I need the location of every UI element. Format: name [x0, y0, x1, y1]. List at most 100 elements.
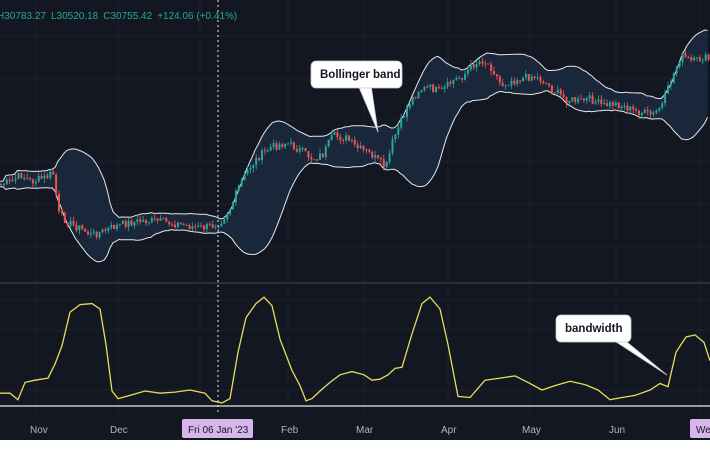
candle-body [150, 217, 153, 223]
candle-body [275, 143, 278, 150]
candle-body [446, 81, 449, 87]
candle-body [553, 91, 556, 93]
candle-body [661, 103, 664, 108]
candle-body [26, 177, 29, 179]
candle-body [475, 64, 478, 68]
candle-body [452, 79, 455, 84]
candle-body [603, 103, 606, 105]
candle-body [324, 146, 327, 157]
candle-body [379, 157, 382, 160]
candle-body [382, 159, 385, 167]
candle-body [437, 86, 440, 88]
candle-body [440, 87, 443, 89]
candle-body [559, 89, 562, 95]
candle-body [249, 167, 252, 170]
candle-body [321, 153, 324, 157]
candle-body [507, 85, 510, 87]
candle-body [408, 104, 411, 108]
candle-body [435, 86, 437, 93]
candle-body [20, 173, 23, 179]
candle-body [295, 149, 298, 152]
candle-body [49, 171, 52, 178]
grid-lines [0, 0, 710, 414]
price-panel[interactable] [0, 29, 710, 263]
candle-body [414, 97, 417, 99]
candle-body [600, 99, 603, 105]
candle-body [484, 63, 487, 65]
candle-body [200, 225, 203, 227]
candle-body [237, 185, 240, 191]
bandwidth-panel[interactable] [0, 296, 710, 407]
candle-body [243, 173, 246, 181]
candle-body [658, 107, 661, 111]
candle-body [171, 224, 174, 226]
candle-body [614, 102, 617, 106]
legend-close-value: 30755.42 [110, 11, 152, 22]
candle-body [359, 145, 362, 148]
candle-body [11, 180, 14, 182]
candle-body [194, 226, 197, 228]
candle-body [240, 180, 243, 186]
legend-close-label: C [103, 11, 110, 22]
candle-body [672, 73, 675, 83]
candle-body [174, 224, 176, 228]
candle-body [5, 179, 8, 184]
crosshair-date-text: Fri 06 Jan '23 [188, 425, 249, 436]
candle-body [417, 92, 420, 98]
candle-body [472, 63, 475, 68]
candlestick-series [0, 49, 710, 240]
candle-body [426, 86, 429, 88]
candle-body [582, 98, 585, 101]
candle-body [23, 177, 26, 179]
candle-body [316, 159, 319, 161]
candle-body [46, 175, 49, 178]
time-axis[interactable]: Nov Dec Fri 06 Jan '23 Feb Mar Apr May J… [30, 419, 710, 438]
candle-body [406, 107, 408, 117]
candle-body [72, 220, 75, 225]
candle-body [121, 220, 124, 224]
candle-body [388, 153, 391, 162]
candle-body [478, 61, 481, 65]
candle-body [429, 84, 432, 87]
candle-body [17, 173, 20, 179]
candle-body [696, 57, 698, 59]
candle-body [78, 225, 81, 231]
candle-body [182, 224, 185, 226]
candle-body [281, 144, 284, 147]
candle-body [580, 98, 582, 100]
candle-body [524, 73, 527, 78]
time-axis-strip [0, 414, 710, 440]
candle-body [58, 193, 60, 212]
candle-body [205, 223, 208, 230]
candle-body [681, 52, 684, 63]
ohlc-legend: H30783.27 L30520.18 C30755.42 +124.06 (+0.4… [0, 11, 237, 22]
candle-body [368, 149, 371, 152]
candle-body [153, 217, 156, 219]
candle-body [556, 89, 559, 93]
candle-body [501, 82, 504, 87]
candle-body [66, 222, 69, 226]
candle-body [678, 62, 681, 67]
candle-body [142, 220, 145, 222]
bottom-white-strip [0, 440, 710, 458]
candle-body [168, 221, 171, 225]
candle-body [403, 116, 406, 118]
candle-body [617, 102, 620, 109]
candle-body [498, 76, 501, 83]
candle-body [348, 135, 350, 141]
candle-body [551, 85, 553, 92]
candle-body [339, 136, 342, 140]
candle-body [333, 132, 336, 136]
candle-body [461, 78, 464, 80]
candle-body [626, 105, 629, 111]
candle-body [350, 139, 353, 141]
candle-body [87, 231, 89, 235]
candle-body [124, 220, 127, 227]
candle-body [176, 222, 179, 228]
candle-body [458, 78, 461, 80]
candle-body [133, 221, 136, 226]
candle-body [75, 224, 78, 231]
candle-body [606, 103, 609, 107]
candle-body [197, 225, 200, 227]
